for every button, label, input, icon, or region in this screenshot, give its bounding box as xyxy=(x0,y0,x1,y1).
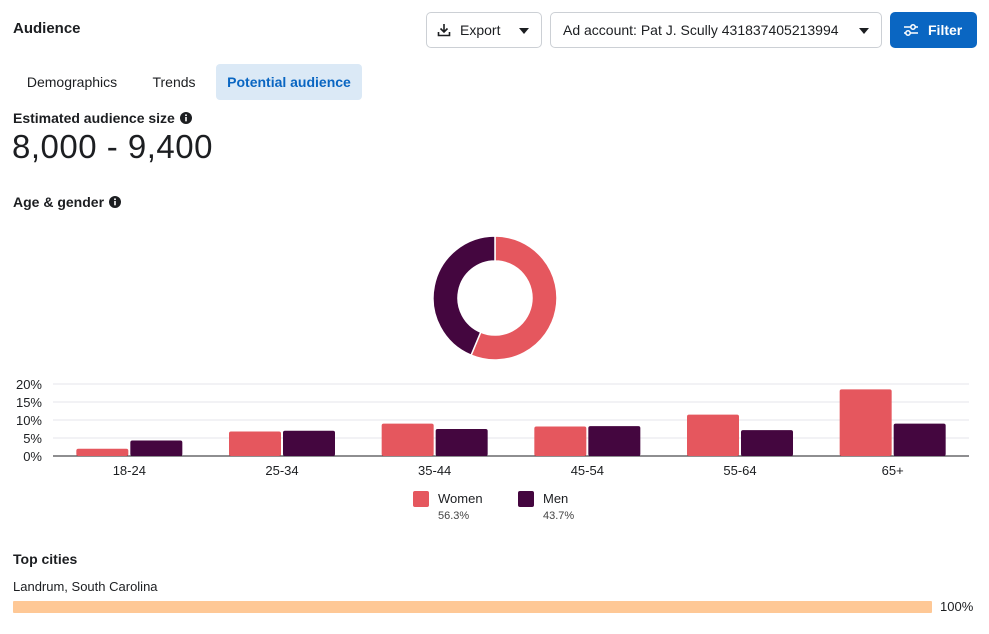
age-gender-heading: Age & gender xyxy=(13,194,122,210)
y-tick-label: 10% xyxy=(16,413,42,428)
bar-women-18-24[interactable] xyxy=(76,448,129,456)
city-share-bar xyxy=(13,601,932,613)
top-cities-heading: Top cities xyxy=(13,551,78,567)
city-name: Landrum, South Carolina xyxy=(13,579,158,594)
x-tick-label: 25-34 xyxy=(265,463,298,478)
estimated-audience-value: 8,000 - 9,400 xyxy=(12,128,213,165)
x-tick-label: 55-64 xyxy=(723,463,756,478)
y-tick-label: 20% xyxy=(16,377,42,392)
caret-down-icon xyxy=(859,28,869,34)
legend-swatch-men xyxy=(518,491,534,507)
tab-demographics[interactable]: Demographics xyxy=(26,74,118,90)
x-tick-label: 65+ xyxy=(882,463,904,478)
ad-account-label: Ad account: Pat J. Scully 43183740521399… xyxy=(563,22,839,38)
donut-slice-men[interactable] xyxy=(432,235,496,357)
y-tick-label: 0% xyxy=(23,449,42,464)
legend-pct-men: 43.7% xyxy=(543,510,575,522)
donut-slice-women[interactable] xyxy=(470,235,558,361)
filter-label: Filter xyxy=(928,22,963,38)
bar-men-65+[interactable] xyxy=(893,423,946,456)
bar-women-55-64[interactable] xyxy=(687,414,739,456)
bar-women-35-44[interactable] xyxy=(381,423,434,456)
city-share-pct: 100% xyxy=(940,599,974,614)
estimated-audience-heading: Estimated audience size xyxy=(13,110,192,126)
y-tick-label: 5% xyxy=(23,431,42,446)
legend-swatch-women xyxy=(413,491,429,507)
sliders-icon xyxy=(904,24,918,36)
bar-women-45-54[interactable] xyxy=(534,426,587,456)
filter-button[interactable]: Filter xyxy=(890,12,977,48)
caret-down-icon xyxy=(519,28,529,34)
info-icon[interactable] xyxy=(179,112,192,124)
info-icon[interactable] xyxy=(109,196,122,208)
legend-label-women: Women xyxy=(438,491,483,506)
bar-men-55-64[interactable] xyxy=(741,430,793,456)
page-title: Audience xyxy=(13,20,81,37)
legend-label-men: Men xyxy=(543,491,569,506)
export-label: Export xyxy=(460,22,501,38)
x-tick-label: 35-44 xyxy=(418,463,451,478)
x-tick-label: 45-54 xyxy=(571,463,604,478)
export-button[interactable]: Export xyxy=(426,12,542,48)
bar-women-25-34[interactable] xyxy=(229,431,281,456)
estimated-audience-label: Estimated audience size xyxy=(13,110,175,126)
tab-trends[interactable]: Trends xyxy=(152,74,196,90)
age-gender-label: Age & gender xyxy=(13,194,105,210)
y-tick-label: 15% xyxy=(16,395,42,410)
legend-pct-women: 56.3% xyxy=(438,510,470,522)
bar-men-18-24[interactable] xyxy=(130,440,183,456)
download-icon xyxy=(437,24,451,37)
bar-men-45-54[interactable] xyxy=(588,426,641,456)
x-tick-label: 18-24 xyxy=(113,463,146,478)
bar-men-25-34[interactable] xyxy=(283,430,335,456)
bar-men-35-44[interactable] xyxy=(435,429,488,456)
tab-potential-audience[interactable]: Potential audience xyxy=(216,64,362,100)
ad-account-dropdown[interactable]: Ad account: Pat J. Scully 43183740521399… xyxy=(550,12,882,48)
bar-women-65+[interactable] xyxy=(839,389,892,456)
